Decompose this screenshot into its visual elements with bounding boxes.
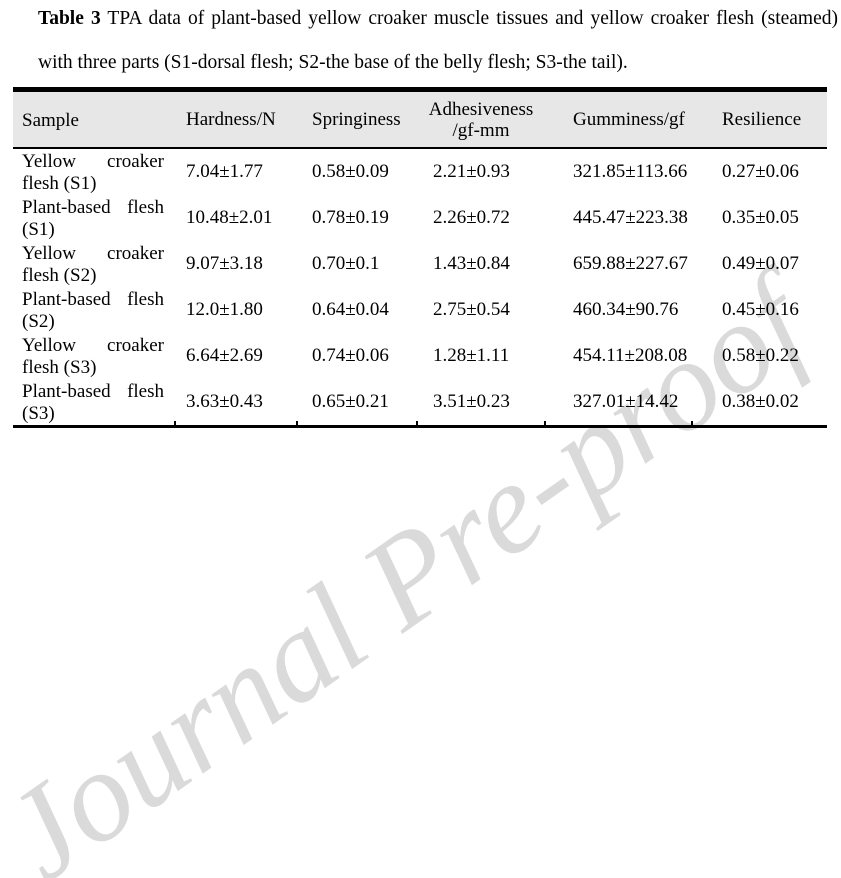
cell-springiness: 0.70±0.1 — [312, 253, 380, 274]
cell-gumminess: 659.88±227.67 — [573, 253, 688, 274]
cell-resilience: 0.27±0.06 — [722, 161, 799, 182]
col-header-adhesiveness: Adhesiveness /gf-mm — [417, 99, 545, 141]
column-divider-tick — [416, 421, 418, 425]
cell-hardness: 6.64±2.69 — [186, 345, 263, 366]
cell-springiness: 0.58±0.09 — [312, 161, 389, 182]
cell-resilience: 0.45±0.16 — [722, 299, 799, 320]
table-row: Yellow croaker flesh (S1) 7.04±1.77 0.58… — [13, 149, 827, 195]
col-header-adhesiveness-line2: /gf-mm — [452, 119, 510, 141]
table-row: Yellow croaker flesh (S3) 6.64±2.69 0.74… — [13, 333, 827, 379]
table-row: Plant-based flesh (S3) 3.63±0.43 0.65±0.… — [13, 379, 827, 425]
cell-resilience: 0.58±0.22 — [722, 345, 799, 366]
column-divider-tick — [296, 421, 298, 425]
cell-sample: Yellow croaker flesh (S3) — [22, 335, 164, 378]
col-header-gumminess: Gumminess/gf — [573, 108, 685, 130]
col-header-sample: Sample — [22, 109, 79, 131]
table-row: Plant-based flesh (S1) 10.48±2.01 0.78±0… — [13, 195, 827, 241]
cell-gumminess: 327.01±14.42 — [573, 391, 679, 412]
column-divider-tick — [544, 421, 546, 425]
cell-sample: Yellow croaker flesh (S1) — [22, 151, 164, 194]
cell-resilience: 0.49±0.07 — [722, 253, 799, 274]
column-divider-tick — [691, 421, 693, 425]
cell-sample: Plant-based flesh (S1) — [22, 197, 164, 240]
cell-hardness: 7.04±1.77 — [186, 161, 263, 182]
cell-gumminess: 321.85±113.66 — [573, 161, 688, 182]
cell-springiness: 0.65±0.21 — [312, 391, 389, 412]
cell-sample: Yellow croaker flesh (S2) — [22, 243, 164, 286]
cell-gumminess: 445.47±223.38 — [573, 207, 688, 228]
cell-gumminess: 460.34±90.76 — [573, 299, 679, 320]
col-header-springiness: Springiness — [312, 108, 401, 130]
cell-hardness: 10.48±2.01 — [186, 207, 273, 228]
col-header-hardness: Hardness/N — [186, 108, 276, 130]
cell-adhesiveness: 1.43±0.84 — [433, 253, 510, 274]
cell-gumminess: 454.11±208.08 — [573, 345, 688, 366]
column-divider-tick — [174, 421, 176, 425]
table-header-row: Sample Hardness/N Springiness Adhesivene… — [13, 92, 827, 149]
table-caption-line1: Table 3 TPA data of plant-based yellow c… — [38, 7, 838, 30]
cell-hardness: 12.0±1.80 — [186, 299, 263, 320]
col-header-resilience: Resilience — [722, 108, 802, 130]
table-row: Plant-based flesh (S2) 12.0±1.80 0.64±0.… — [13, 287, 827, 333]
cell-sample: Plant-based flesh (S3) — [22, 381, 164, 424]
cell-adhesiveness: 2.75±0.54 — [433, 299, 510, 320]
cell-resilience: 0.35±0.05 — [722, 207, 799, 228]
cell-adhesiveness: 2.21±0.93 — [433, 161, 510, 182]
table-row: Yellow croaker flesh (S2) 9.07±3.18 0.70… — [13, 241, 827, 287]
table-caption-line2: with three parts (S1-dorsal flesh; S2-th… — [38, 52, 628, 73]
col-header-adhesiveness-line1: Adhesiveness — [428, 98, 534, 120]
cell-resilience: 0.38±0.02 — [722, 391, 799, 412]
cell-adhesiveness: 3.51±0.23 — [433, 391, 510, 412]
table-caption-text: TPA data of plant-based yellow croaker m… — [107, 8, 838, 29]
table-caption-label: Table 3 — [38, 8, 101, 29]
cell-springiness: 0.74±0.06 — [312, 345, 389, 366]
cell-sample: Plant-based flesh (S2) — [22, 289, 164, 332]
cell-hardness: 3.63±0.43 — [186, 391, 263, 412]
cell-adhesiveness: 1.28±1.11 — [433, 345, 510, 366]
table-caption: Table 3 TPA data of plant-based yellow c… — [38, 7, 838, 74]
cell-springiness: 0.78±0.19 — [312, 207, 389, 228]
cell-adhesiveness: 2.26±0.72 — [433, 207, 510, 228]
cell-springiness: 0.64±0.04 — [312, 299, 389, 320]
cell-hardness: 9.07±3.18 — [186, 253, 263, 274]
tpa-data-table: Sample Hardness/N Springiness Adhesivene… — [13, 87, 827, 428]
